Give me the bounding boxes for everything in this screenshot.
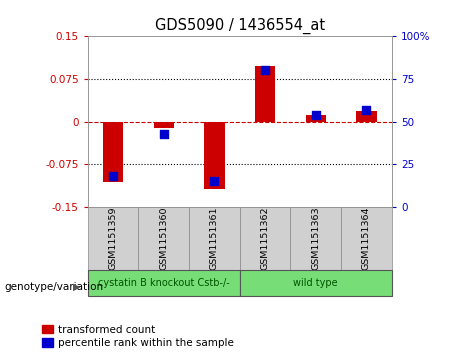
- Text: GSM1151362: GSM1151362: [260, 207, 270, 270]
- FancyBboxPatch shape: [341, 207, 392, 270]
- FancyBboxPatch shape: [138, 207, 189, 270]
- FancyBboxPatch shape: [240, 270, 392, 296]
- Text: genotype/variation: genotype/variation: [5, 282, 104, 292]
- Bar: [306, 115, 326, 122]
- Point: [363, 107, 370, 113]
- FancyBboxPatch shape: [88, 207, 138, 270]
- Point: [109, 173, 117, 179]
- Text: GSM1151359: GSM1151359: [108, 207, 118, 270]
- Text: GSM1151360: GSM1151360: [159, 207, 168, 270]
- Bar: [103, 122, 123, 183]
- FancyBboxPatch shape: [88, 270, 240, 296]
- Text: wild type: wild type: [294, 278, 338, 288]
- Text: GSM1151363: GSM1151363: [311, 207, 320, 270]
- FancyBboxPatch shape: [290, 207, 341, 270]
- Legend: transformed count, percentile rank within the sample: transformed count, percentile rank withi…: [42, 325, 234, 348]
- FancyBboxPatch shape: [189, 207, 240, 270]
- Text: cystatin B knockout Cstb-/-: cystatin B knockout Cstb-/-: [98, 278, 230, 288]
- Point: [160, 131, 167, 136]
- Point: [312, 112, 319, 118]
- FancyBboxPatch shape: [240, 207, 290, 270]
- Bar: [255, 66, 275, 122]
- Bar: [356, 111, 377, 122]
- Point: [211, 178, 218, 184]
- Bar: [154, 122, 174, 129]
- Text: GSM1151364: GSM1151364: [362, 207, 371, 270]
- Title: GDS5090 / 1436554_at: GDS5090 / 1436554_at: [154, 17, 325, 33]
- Text: GSM1151361: GSM1151361: [210, 207, 219, 270]
- Point: [261, 68, 269, 73]
- Text: ▶: ▶: [73, 282, 81, 292]
- Bar: [204, 122, 225, 189]
